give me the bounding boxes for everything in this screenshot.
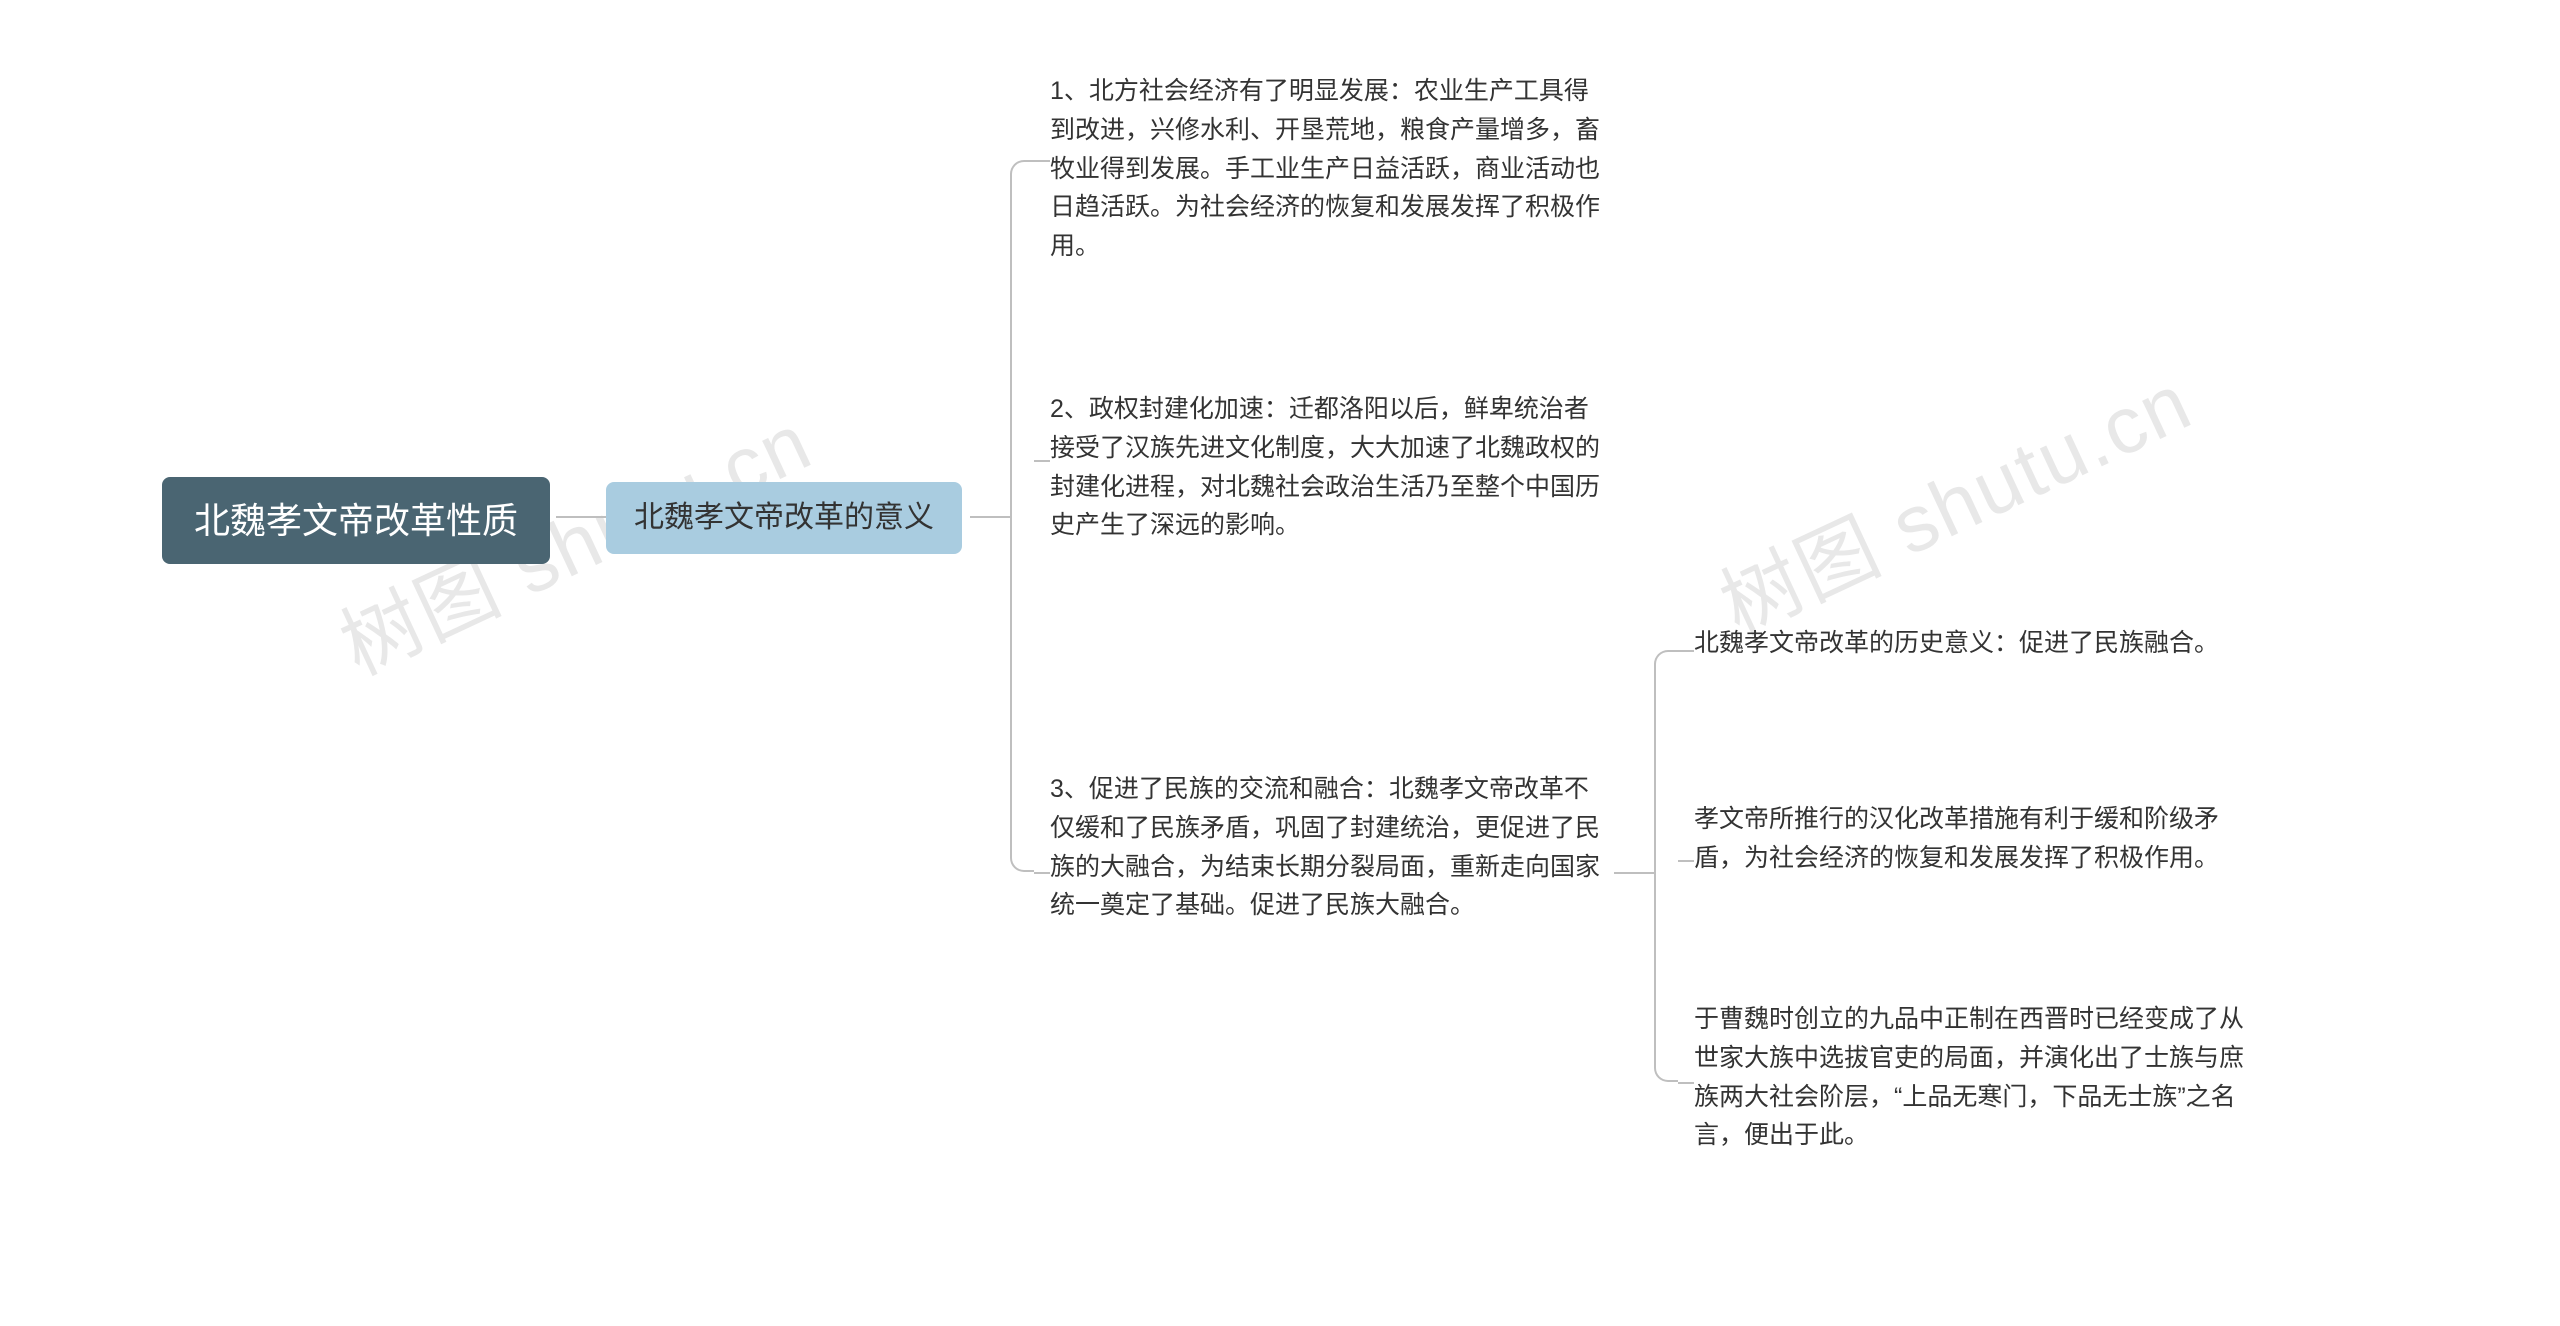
mindmap-canvas: 树图 shutu.cn 树图 shutu.cn 北魏孝文帝改革性质 北魏孝文帝改… [0, 0, 2560, 1326]
branch-node[interactable]: 2、政权封建化加速：迁都洛阳以后，鲜卑统治者接受了汉族先进文化制度，大大加速了北… [1050, 390, 1610, 545]
connector [1678, 650, 1694, 652]
watermark: 树图 shutu.cn [1699, 338, 2207, 657]
connector [1678, 860, 1694, 862]
connector [1034, 160, 1050, 162]
branch-text: 1、北方社会经济有了明显发展：农业生产工具得到改进，兴修水利、开垦荒地，粮食产量… [1050, 77, 1600, 260]
bracket [1654, 650, 1678, 1082]
branch-node[interactable]: 3、促进了民族的交流和融合：北魏孝文帝改革不仅缓和了民族矛盾，巩固了封建统治，更… [1050, 770, 1610, 925]
root-node[interactable]: 北魏孝文帝改革性质 [162, 477, 550, 564]
bracket [1010, 160, 1034, 872]
connector [1614, 872, 1654, 874]
leaf-node[interactable]: 于曹魏时创立的九品中正制在西晋时已经变成了从世家大族中选拔官吏的局面，并演化出了… [1694, 1000, 2254, 1155]
level1-label: 北魏孝文帝改革的意义 [634, 501, 934, 534]
leaf-node[interactable]: 北魏孝文帝改革的历史意义：促进了民族融合。 [1694, 624, 2219, 663]
leaf-text: 于曹魏时创立的九品中正制在西晋时已经变成了从世家大族中选拔官吏的局面，并演化出了… [1694, 1005, 2244, 1149]
connector [970, 516, 1010, 518]
leaf-text: 孝文帝所推行的汉化改革措施有利于缓和阶级矛盾，为社会经济的恢复和发展发挥了积极作… [1694, 805, 2219, 872]
branch-text: 3、促进了民族的交流和融合：北魏孝文帝改革不仅缓和了民族矛盾，巩固了封建统治，更… [1050, 775, 1600, 919]
connector [1034, 460, 1050, 462]
root-label: 北魏孝文帝改革性质 [194, 500, 518, 541]
connector [1034, 872, 1050, 874]
branch-node[interactable]: 1、北方社会经济有了明显发展：农业生产工具得到改进，兴修水利、开垦荒地，粮食产量… [1050, 72, 1610, 266]
leaf-text: 北魏孝文帝改革的历史意义：促进了民族融合。 [1694, 629, 2219, 657]
connector [1678, 1082, 1694, 1084]
branch-text: 2、政权封建化加速：迁都洛阳以后，鲜卑统治者接受了汉族先进文化制度，大大加速了北… [1050, 395, 1600, 539]
connector [556, 516, 606, 518]
level1-node[interactable]: 北魏孝文帝改革的意义 [606, 482, 962, 554]
leaf-node[interactable]: 孝文帝所推行的汉化改革措施有利于缓和阶级矛盾，为社会经济的恢复和发展发挥了积极作… [1694, 800, 2254, 878]
